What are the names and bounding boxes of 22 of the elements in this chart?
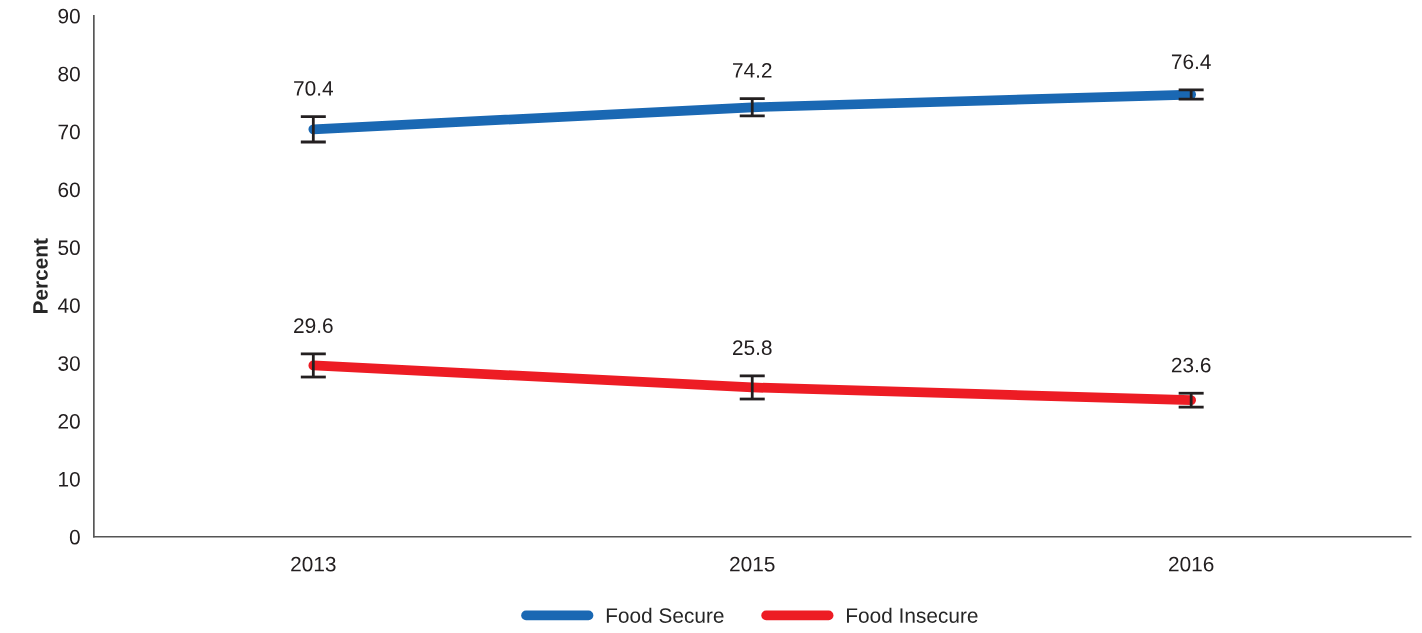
x-tick-label: 2013 [291, 556, 336, 572]
y-tick-label: 40 [57, 298, 80, 313]
y-tick-label: 30 [58, 356, 80, 371]
y-tick-label: 50 [58, 240, 80, 256]
data-label: 70.4 [294, 81, 333, 96]
y-tick-label: 80 [58, 66, 80, 82]
legend-label: Food Secure [606, 607, 724, 623]
y-tick-label: 0 [69, 529, 80, 545]
y-tick-label: 20 [58, 414, 80, 429]
data-label: 23.6 [1171, 357, 1211, 373]
x-tick-label: 2016 [1169, 556, 1214, 572]
y-tick-label: 90 [58, 8, 80, 24]
data-label: 74.2 [733, 63, 772, 78]
y-axis-title: Percent [33, 238, 48, 314]
data-label: 25.8 [733, 340, 772, 356]
x-tick-label: 2015 [730, 556, 775, 572]
y-tick-label: 60 [58, 182, 80, 198]
data-label: 29.6 [294, 318, 333, 334]
data-label: 76.4 [1171, 54, 1211, 70]
y-tick-label: 70 [58, 124, 80, 140]
y-tick-label: 10 [59, 471, 80, 487]
legend-label: Food Insecure [847, 607, 978, 623]
